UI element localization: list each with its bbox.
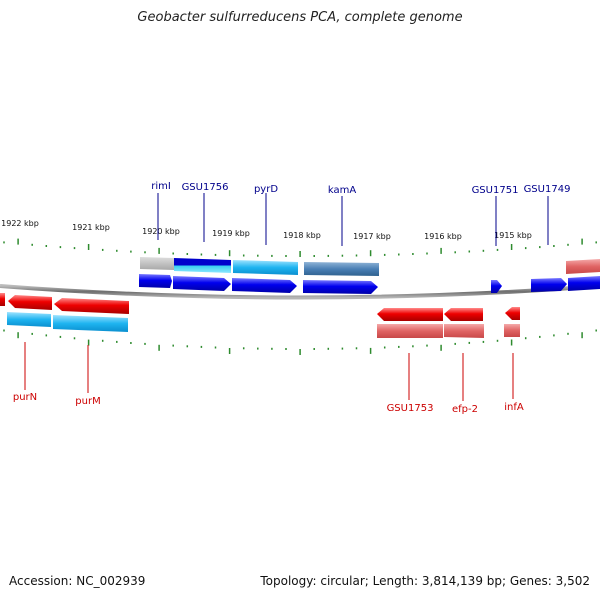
- gene-feature-purN[interactable]: [7, 312, 51, 327]
- gene-feature-GSU1756[interactable]: [174, 258, 231, 273]
- cds-arrow-reverse-edge[interactable]: [0, 293, 5, 306]
- genome-backbone: [0, 284, 600, 300]
- gene-label-efp-2[interactable]: efp-2: [452, 404, 478, 415]
- cds-arrow-pyrD[interactable]: [232, 278, 297, 293]
- scale-labels: 1922 kbp 1921 kbp 1920 kbp 1919 kbp 1918…: [1, 219, 532, 241]
- reverse-callouts: [24, 342, 514, 401]
- gene-label-GSU1753[interactable]: GSU1753: [387, 403, 434, 414]
- cds-arrow-GSU1756[interactable]: [173, 276, 231, 291]
- gene-feature-purM[interactable]: [53, 315, 128, 332]
- gene-feature-GSU1753[interactable]: [377, 324, 443, 338]
- gene-feature-pyrD[interactable]: [233, 260, 298, 275]
- cds-arrow-GSU1751[interactable]: [491, 280, 502, 293]
- cds-arrow-forward-edge[interactable]: [568, 276, 600, 291]
- scale-label-1920: 1920 kbp: [142, 227, 180, 236]
- scale-label-1918: 1918 kbp: [283, 231, 321, 240]
- cds-arrow-purM[interactable]: [54, 298, 129, 314]
- gene-feature-efp-2[interactable]: [444, 324, 484, 338]
- cds-arrow-kamA[interactable]: [303, 280, 378, 294]
- gene-feature-GSU1749[interactable]: [566, 259, 600, 274]
- cds-arrow-infA[interactable]: [505, 307, 520, 320]
- scale-label-1922: 1922 kbp: [1, 219, 39, 228]
- gene-label-kamA[interactable]: kamA: [328, 185, 356, 196]
- gene-feature-rimI[interactable]: [140, 257, 174, 270]
- scale-track-inner: [3, 329, 597, 355]
- reverse-cds-track: [0, 293, 520, 321]
- forward-gene-track: [140, 257, 600, 276]
- gene-label-GSU1751[interactable]: GSU1751: [472, 185, 519, 196]
- genome-summary-text: Topology: circular; Length: 3,814,139 bp…: [260, 574, 590, 588]
- forward-callouts: [157, 193, 549, 246]
- reverse-labels: purN purM GSU1753 efp-2 infA: [13, 392, 524, 415]
- scale-label-1921: 1921 kbp: [72, 223, 110, 232]
- gene-label-purM[interactable]: purM: [75, 396, 100, 407]
- gene-feature-kamA[interactable]: [304, 262, 379, 276]
- scale-label-1915: 1915 kbp: [494, 231, 532, 240]
- accession-text: Accession: NC_002939: [9, 574, 146, 588]
- forward-labels: rimI GSU1756 pyrD kamA GSU1751 GSU1749: [151, 181, 570, 196]
- reverse-gene-track: [7, 312, 520, 338]
- gene-label-pyrD[interactable]: pyrD: [254, 184, 278, 195]
- cds-arrow-GSU1749[interactable]: [531, 278, 567, 292]
- scale-track-outer: [3, 238, 597, 257]
- gene-feature-infA[interactable]: [504, 324, 520, 337]
- forward-cds-track: [139, 274, 600, 294]
- scale-label-1917: 1917 kbp: [353, 232, 391, 241]
- gene-label-GSU1749[interactable]: GSU1749: [524, 184, 571, 195]
- figure-title: Geobacter sulfurreducens PCA, complete g…: [137, 10, 463, 25]
- gene-label-purN[interactable]: purN: [13, 392, 37, 403]
- gene-label-rimI[interactable]: rimI: [151, 181, 171, 192]
- cds-arrow-rimI[interactable]: [139, 274, 172, 288]
- scale-label-1916: 1916 kbp: [424, 232, 462, 241]
- cds-arrow-purN[interactable]: [8, 295, 52, 310]
- cds-arrow-efp-2[interactable]: [444, 308, 483, 321]
- cds-arrow-GSU1753[interactable]: [377, 308, 443, 321]
- gene-label-infA[interactable]: infA: [504, 402, 524, 413]
- gene-label-GSU1756[interactable]: GSU1756: [182, 182, 229, 193]
- scale-label-1919: 1919 kbp: [212, 229, 250, 238]
